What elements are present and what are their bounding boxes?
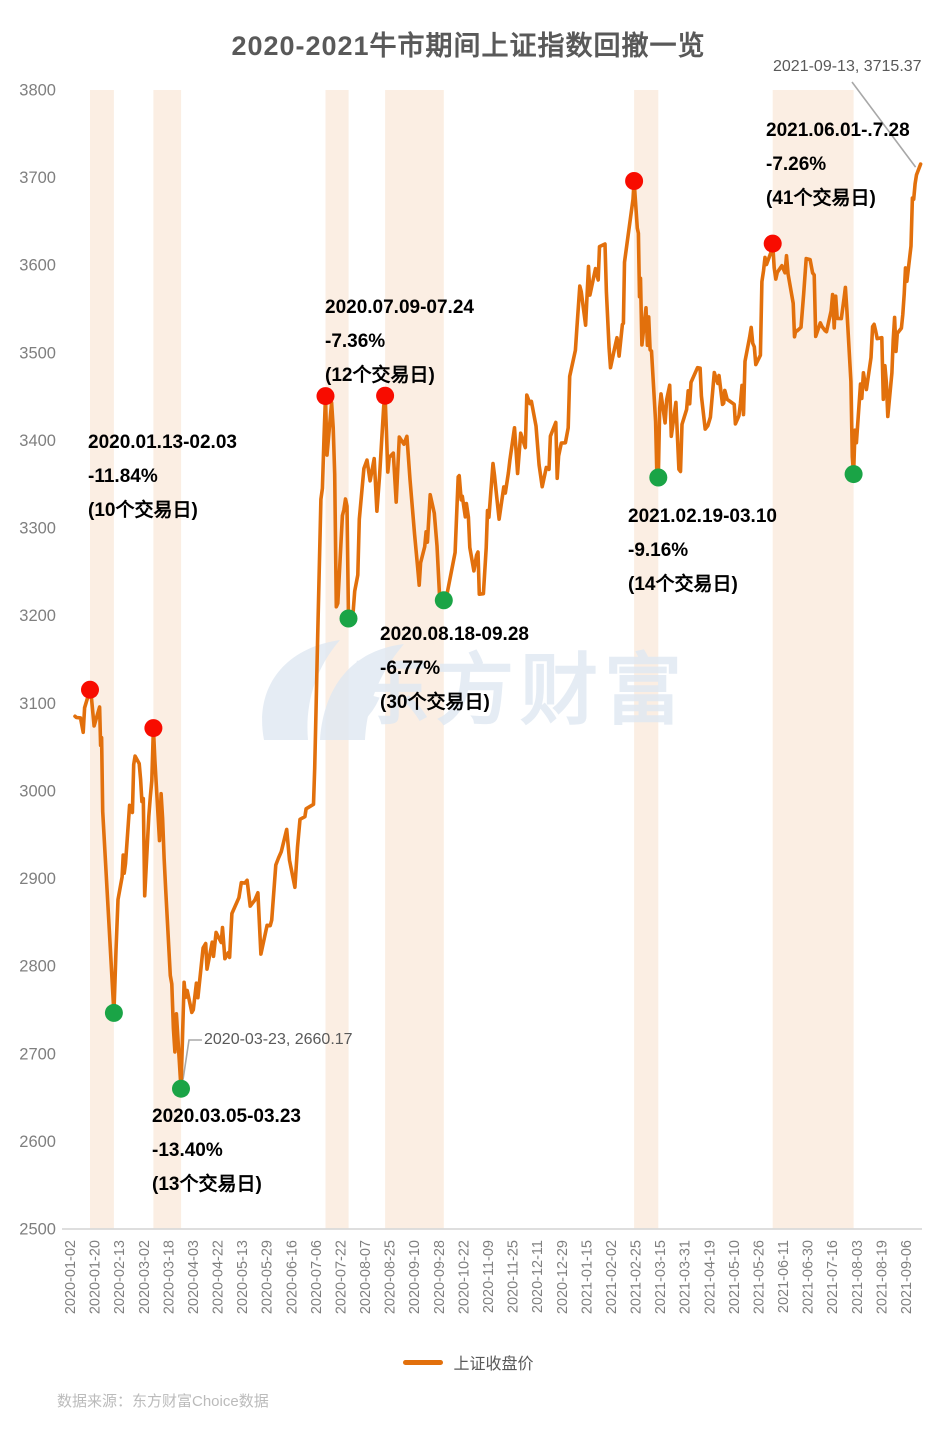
callout-end-value: 2021-09-13, 3715.37 xyxy=(773,58,922,75)
annotation-period: 2020.03.05-03.23 xyxy=(152,1106,301,1127)
annotation-pct: -7.36% xyxy=(325,331,386,352)
y-axis-labels: 2500 2600 2700 2800 2900 3000 3100 3200 3300 3400… xyxy=(19,82,56,1239)
svg-text:3500: 3500 xyxy=(19,344,56,362)
svg-text:2020-04-03: 2020-04-03 xyxy=(186,1240,202,1314)
svg-text:3200: 3200 xyxy=(19,607,56,625)
svg-text:2020-02-13: 2020-02-13 xyxy=(112,1240,128,1314)
annotation-pct: -9.16% xyxy=(628,540,689,561)
annotation-days: (12个交易日) xyxy=(325,365,435,386)
svg-text:3100: 3100 xyxy=(19,695,56,713)
svg-text:2700: 2700 xyxy=(19,1045,56,1063)
annotation-drawdown-6: 2021.06.01-.7.28 -7.26% (41个交易日) xyxy=(766,114,910,216)
annotation-period: 2020.08.18-09.28 xyxy=(380,624,529,645)
annotation-drawdown-5: 2021.02.19-03.10 -9.16% (14个交易日) xyxy=(628,500,777,602)
svg-text:2020-03-18: 2020-03-18 xyxy=(161,1240,177,1314)
svg-text:2020-07-22: 2020-07-22 xyxy=(334,1240,350,1314)
svg-text:2500: 2500 xyxy=(19,1221,56,1239)
svg-text:2020-11-25: 2020-11-25 xyxy=(506,1240,522,1313)
svg-text:3600: 3600 xyxy=(19,257,56,275)
svg-text:2021-06-30: 2021-06-30 xyxy=(801,1240,817,1314)
svg-text:2020-01-20: 2020-01-20 xyxy=(88,1240,104,1314)
chart-title: 2020-2021牛市期间上证指数回撤一览 xyxy=(231,31,706,61)
svg-text:2021-09-06: 2021-09-06 xyxy=(899,1240,915,1314)
annotation-drawdown-3: 2020.07.09-07.24 -7.36% (12个交易日) xyxy=(325,291,474,393)
watermark-logo-icon xyxy=(320,644,404,740)
svg-text:2020-12-29: 2020-12-29 xyxy=(555,1240,571,1314)
svg-text:2020-07-06: 2020-07-06 xyxy=(309,1240,325,1314)
svg-text:2021-05-10: 2021-05-10 xyxy=(727,1240,743,1314)
svg-text:2021-02-25: 2021-02-25 xyxy=(629,1240,645,1314)
legend-label: 上证收盘价 xyxy=(453,1356,534,1373)
annotation-pct: -7.26% xyxy=(766,154,827,175)
watermark-text: 东方财富 xyxy=(352,646,688,734)
svg-text:2020-08-07: 2020-08-07 xyxy=(358,1240,374,1314)
legend-line-swatch xyxy=(403,1359,444,1365)
svg-text:2021-02-02: 2021-02-02 xyxy=(604,1240,620,1314)
annotation-pct: -13.40% xyxy=(152,1140,223,1161)
annotation-days: (10个交易日) xyxy=(88,500,198,521)
svg-text:2900: 2900 xyxy=(19,870,56,888)
svg-text:3000: 3000 xyxy=(19,782,56,800)
svg-text:2020-09-28: 2020-09-28 xyxy=(432,1240,448,1314)
annotation-pct: -11.84% xyxy=(88,466,158,487)
source-note: 数据来源：东方财富Choice数据 xyxy=(57,1393,269,1410)
svg-text:2600: 2600 xyxy=(19,1133,56,1151)
svg-text:3400: 3400 xyxy=(19,432,56,450)
svg-text:2021-01-15: 2021-01-15 xyxy=(579,1240,595,1314)
svg-text:2021-07-16: 2021-07-16 xyxy=(825,1240,841,1314)
trough-markers xyxy=(104,465,863,1098)
watermark-logo-icon xyxy=(262,640,340,740)
legend: 上证收盘价 xyxy=(0,1350,937,1374)
annotation-days: (13个交易日) xyxy=(152,1174,262,1195)
svg-text:2021-03-15: 2021-03-15 xyxy=(653,1240,669,1314)
svg-text:2020-10-22: 2020-10-22 xyxy=(456,1240,472,1314)
annotation-period: 2020.07.09-07.24 xyxy=(325,297,474,318)
svg-text:2021-08-19: 2021-08-19 xyxy=(874,1240,890,1314)
annotation-drawdown-4: 2020.08.18-09.28 -6.77% (30个交易日) xyxy=(380,618,529,720)
svg-text:2020-09-10: 2020-09-10 xyxy=(407,1240,423,1314)
annotation-drawdown-2: 2020.03.05-03.23 -13.40% (13个交易日) xyxy=(152,1100,301,1202)
svg-text:2020-06-16: 2020-06-16 xyxy=(284,1240,300,1314)
annotation-days: (14个交易日) xyxy=(628,574,738,595)
svg-text:2020-05-29: 2020-05-29 xyxy=(260,1240,276,1314)
svg-text:2020-03-02: 2020-03-02 xyxy=(137,1240,153,1314)
svg-text:2020-08-25: 2020-08-25 xyxy=(383,1240,399,1314)
svg-text:2021-04-19: 2021-04-19 xyxy=(702,1240,718,1314)
callout-low-value: 2020-03-23, 2660.17 xyxy=(204,1031,353,1048)
callout-leader-lines xyxy=(182,81,917,1080)
svg-text:3800: 3800 xyxy=(19,82,56,100)
x-axis-labels: 2020-01-02 2020-01-20 2020-02-13 2020-03-02… xyxy=(63,1240,915,1314)
annotation-period: 2020.01.13-02.03 xyxy=(88,432,237,453)
svg-text:2020-04-22: 2020-04-22 xyxy=(211,1240,227,1314)
annotation-period: 2021.06.01-.7.28 xyxy=(766,120,910,141)
svg-text:2021-05-26: 2021-05-26 xyxy=(752,1240,768,1314)
price-line xyxy=(73,162,923,1091)
annotation-pct: -6.77% xyxy=(380,658,441,679)
svg-text:2020-05-13: 2020-05-13 xyxy=(235,1240,251,1314)
svg-text:2021-08-03: 2021-08-03 xyxy=(850,1240,866,1314)
svg-text:2020-11-09: 2020-11-09 xyxy=(481,1240,497,1313)
svg-text:2021-03-31: 2021-03-31 xyxy=(678,1240,694,1314)
svg-text:2800: 2800 xyxy=(19,958,56,976)
annotation-days: (41个交易日) xyxy=(766,188,876,209)
annotation-days: (30个交易日) xyxy=(380,692,490,713)
annotation-period: 2021.02.19-03.10 xyxy=(628,506,777,527)
svg-text:3700: 3700 xyxy=(19,169,56,187)
annotation-drawdown-1: 2020.01.13-02.03 -11.84% (10个交易日) xyxy=(88,426,237,528)
svg-text:2020-12-11: 2020-12-11 xyxy=(530,1240,546,1313)
peak-markers xyxy=(81,172,782,738)
svg-text:2020-01-02: 2020-01-02 xyxy=(63,1240,79,1314)
svg-text:2021-06-11: 2021-06-11 xyxy=(776,1240,792,1313)
watermark: 东方财富 xyxy=(262,640,688,740)
svg-text:3300: 3300 xyxy=(19,520,56,538)
